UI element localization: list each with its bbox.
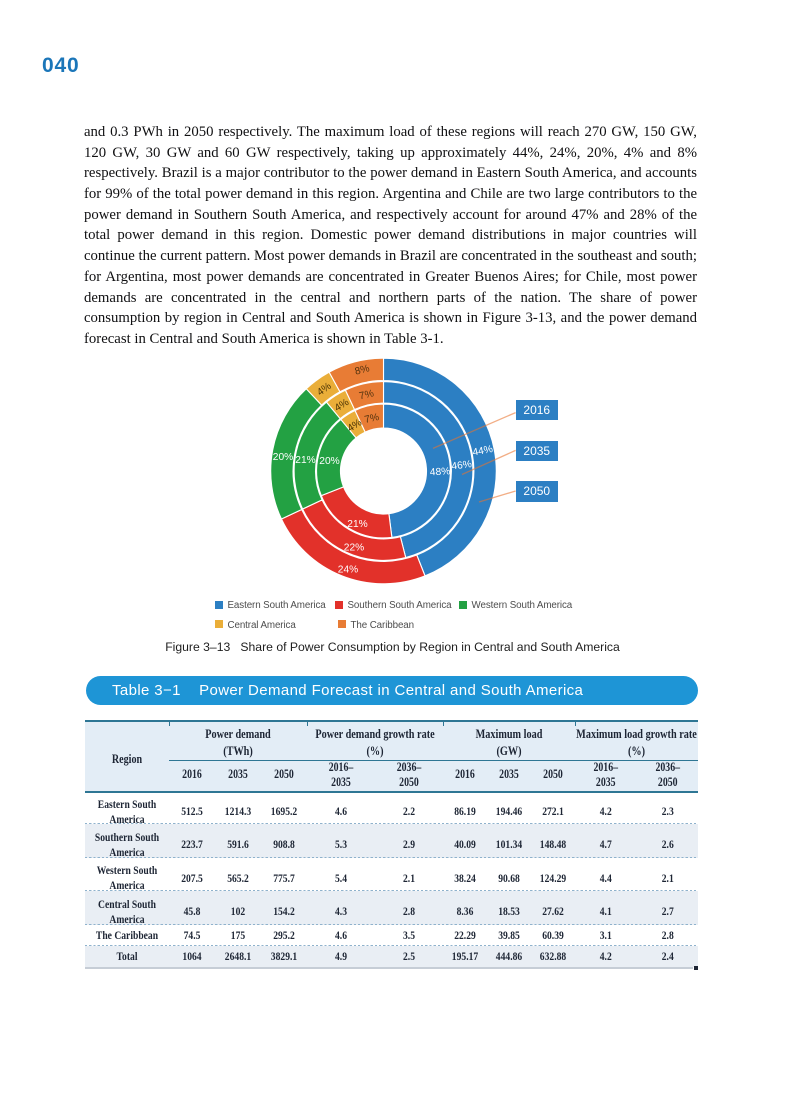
svg-text:7%: 7% xyxy=(358,388,375,402)
svg-text:48%: 48% xyxy=(430,466,451,478)
svg-text:24%: 24% xyxy=(338,564,358,575)
svg-text:8%: 8% xyxy=(354,363,371,377)
svg-text:20%: 20% xyxy=(319,456,339,467)
svg-text:22%: 22% xyxy=(344,542,364,553)
svg-text:7%: 7% xyxy=(363,412,380,426)
svg-text:21%: 21% xyxy=(295,455,315,466)
svg-text:20%: 20% xyxy=(273,452,293,463)
svg-text:44%: 44% xyxy=(472,444,494,459)
svg-text:21%: 21% xyxy=(347,519,367,530)
svg-text:46%: 46% xyxy=(451,459,473,472)
